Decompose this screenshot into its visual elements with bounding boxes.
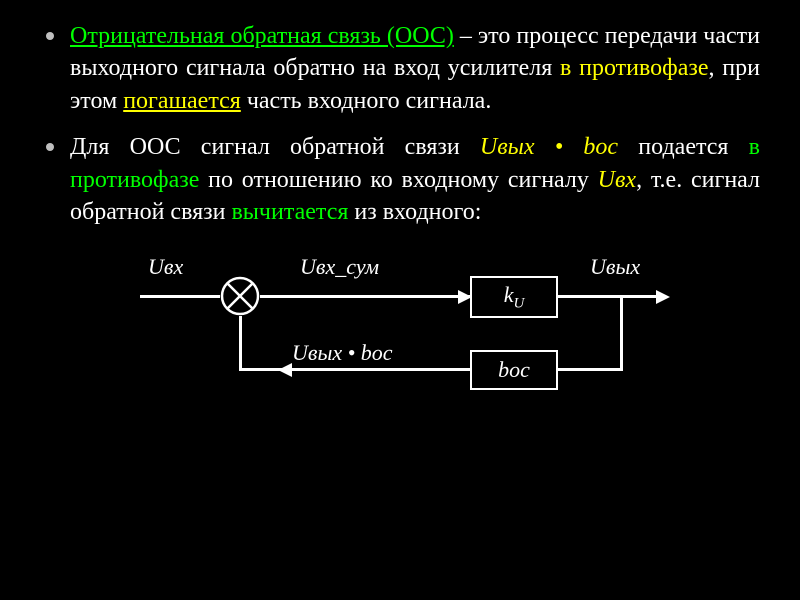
- line-fb-down: [620, 297, 623, 370]
- block-ku-label: kU: [504, 282, 525, 312]
- text-fragment: часть входного сигнала.: [241, 88, 492, 114]
- label-uout: Uвых: [590, 254, 640, 280]
- phrase-cancelled: погашается: [123, 88, 241, 114]
- label-uin: Uвх: [148, 254, 183, 280]
- arrow-output-icon: [656, 290, 670, 304]
- feedback-diagram: Uвх Uвх_сум Uвых Uвых • bос kU bос: [120, 242, 680, 402]
- phrase-subtracted: вычитается: [231, 199, 348, 225]
- line-fb-left: [240, 368, 470, 371]
- line-fb-into-boc: [558, 368, 623, 371]
- label-feedback: Uвых • bос: [292, 340, 393, 366]
- text-fragment: из входного:: [348, 199, 481, 225]
- summing-junction-icon: [220, 276, 260, 316]
- slide-root: Отрицательная обратная связь (ООС) – это…: [0, 0, 800, 600]
- text-fragment: подается: [618, 134, 749, 160]
- term-ooc: Отрицательная обратная связь (ООС): [70, 23, 454, 49]
- line-input: [140, 295, 220, 298]
- bullet-list: Отрицательная обратная связь (ООС) – это…: [40, 20, 760, 228]
- line-mid: [260, 295, 470, 298]
- block-boc-label: bос: [498, 357, 530, 383]
- expr-feedback-signal: Uвых • bос: [480, 134, 618, 160]
- text-fragment: по отношению ко входному сигналу: [199, 167, 597, 193]
- block-boc: bос: [470, 350, 558, 390]
- block-ku: kU: [470, 276, 558, 318]
- bullet-item-1: Отрицательная обратная связь (ООС) – это…: [40, 20, 760, 117]
- text-fragment: Для ООС сигнал обратной связи: [70, 134, 480, 160]
- bullet-item-2: Для ООС сигнал обратной связи Uвых • bос…: [40, 131, 760, 228]
- arrow-fb-left-icon: [278, 363, 292, 377]
- expr-uin: Uвх: [598, 167, 636, 193]
- label-uin-sum: Uвх_сум: [300, 254, 379, 280]
- phrase-antiphase-1: в противофазе: [560, 55, 708, 81]
- line-fb-up: [239, 316, 242, 371]
- line-output: [558, 295, 660, 298]
